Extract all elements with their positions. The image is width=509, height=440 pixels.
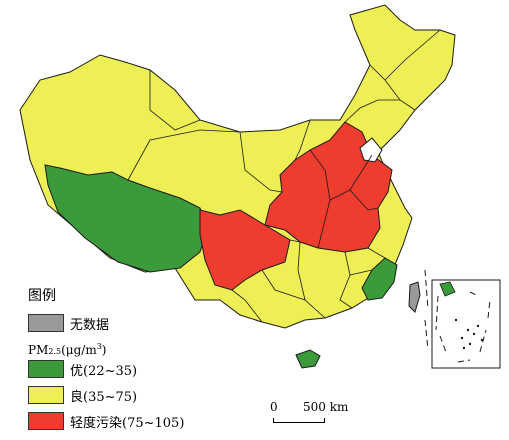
- scale-bar-line: [273, 418, 325, 423]
- legend-title: 图例: [28, 288, 56, 304]
- bohai-sea: [359, 137, 383, 163]
- scale-bar-zero: 0: [270, 400, 278, 414]
- legend-item-no-data: 无数据: [28, 312, 228, 334]
- legend-item-moderate: 良(35~75): [28, 384, 228, 406]
- province-boundaries: [127, 29, 441, 323]
- region-good-hainan: [295, 349, 321, 369]
- region-light-pollution-central: [264, 121, 393, 253]
- legend-swatch-light-pollution: [28, 412, 64, 430]
- unit-base: PM: [28, 343, 49, 357]
- unit-superscript: 3: [96, 342, 102, 351]
- scale-bar: 0 500 km: [270, 400, 360, 430]
- legend-label-moderate: 良(35~75): [70, 389, 138, 405]
- region-good-fujian: [361, 257, 398, 301]
- south-china-sea-inset: [431, 279, 501, 369]
- legend-item-light-pollution: 轻度污染(75~105): [28, 410, 228, 432]
- maritime-boundary: [424, 269, 429, 351]
- map-legend: 图例 无数据 PM2.5(μg/m3) 优(22~35) 良(35~75) 轻度…: [28, 286, 228, 436]
- unit-subscript: 2.5: [48, 347, 62, 356]
- legend-item-good: 优(22~35): [28, 358, 228, 380]
- legend-label-no-data: 无数据: [70, 317, 110, 333]
- scale-bar-label: 500 km: [303, 400, 349, 414]
- unit-close: ): [101, 343, 107, 357]
- region-good-tibet: [44, 164, 209, 273]
- unit-open: (μg/m: [61, 343, 97, 357]
- legend-label-good: 优(22~35): [70, 363, 138, 379]
- legend-label-light-pollution: 轻度污染(75~105): [70, 415, 185, 431]
- legend-swatch-moderate: [28, 386, 64, 404]
- legend-unit: PM2.5(μg/m3): [28, 338, 228, 357]
- region-no-data-taiwan: [408, 281, 421, 313]
- legend-swatch-good: [28, 360, 64, 378]
- legend-swatch-no-data: [28, 314, 64, 332]
